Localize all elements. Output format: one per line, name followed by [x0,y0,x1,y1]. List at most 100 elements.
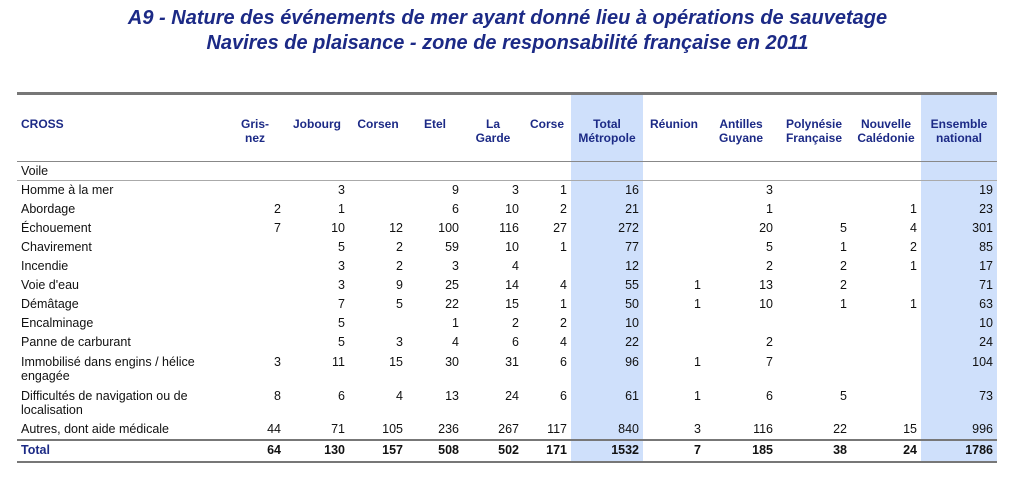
table-cell: 10 [505,239,519,254]
column-header-line1: Ensemble [930,117,988,131]
table-cell [643,180,705,200]
table-cell: 4 [560,334,567,349]
table-cell: 3 [274,354,281,369]
row-label: Homme à la mer [21,182,114,197]
table-cell: 1 [910,296,917,311]
table-row: Homme à la mer 3 9 3 1 16 3 19 [17,180,997,200]
column-header-line1: Polynésie [785,117,843,131]
table-cell: 63 [921,294,997,314]
row-label: Immobilisé dans engins / hélice engagée [21,354,195,383]
table-cell: 2 [396,258,403,273]
table-cell [643,219,705,238]
column-header-line2: national [935,131,982,145]
table-row: Encalminage 5 1 2 2 10 10 [17,313,997,333]
table-cell: 2 [840,258,847,273]
table-cell: 64 [225,438,285,463]
table-cell: 116 [499,220,519,235]
row-label: Voie d'eau [21,277,79,292]
table-cell: 13 [759,277,773,292]
table-cell: 1 [910,201,917,216]
column-header: Polynésie Française [777,95,851,161]
table-cell: 15 [389,354,403,369]
table-cell: 30 [445,354,459,369]
table-cell [225,295,285,314]
table-cell [777,314,851,333]
table-cell [643,314,705,333]
table-cell [777,333,851,352]
table-cell: 3 [512,182,519,197]
column-header: Ensemble national [921,95,997,161]
table-cell: 1 [560,239,567,254]
table-cell: 8 [274,388,281,403]
table-cell: 24 [505,388,519,403]
table-cell: 6 [560,354,567,369]
table-cell: 4 [452,334,459,349]
table-cell [851,386,921,420]
table-cell: 3 [452,258,459,273]
table-cell: 22 [833,421,847,436]
table-cell: 2 [560,315,567,330]
column-header-line1: CROSS [21,117,64,131]
total-row: Total 64 130 157 508 502 171 1532 7 185 38 24 1786 [17,438,997,463]
table-cell: 2 [910,239,917,254]
column-header: La Garde [463,95,523,161]
row-label: Chavirement [21,239,92,254]
table-row: Incendie 3 2 3 4 12 2 2 1 17 [17,256,997,276]
table-cell: 22 [445,296,459,311]
table-cell: 1786 [921,438,997,463]
table-cell: 19 [921,180,997,200]
table-cell: 2 [396,239,403,254]
table-cell [643,257,705,276]
table-cell: 117 [547,421,567,436]
table-cell: 25 [445,277,459,292]
table-cell: 4 [396,388,403,403]
table-cell: 7 [338,296,345,311]
table-cell [851,352,921,386]
table-cell: 2 [766,258,773,273]
table-cell [463,161,523,181]
table-cell: 5 [840,388,847,403]
table-cell [349,161,407,181]
table-cell: 10 [921,313,997,333]
table-cell: 55 [571,275,643,295]
section-label: Voile [17,161,225,181]
table-cell: 12 [571,256,643,276]
table-cell: 6 [338,388,345,403]
table-cell [643,238,705,257]
document-subtitle: Navires de plaisance - zone de responsab… [206,32,809,54]
table-cell: 1 [840,296,847,311]
table-cell: 157 [349,438,407,463]
table-cell: 85 [921,237,997,257]
table-cell [225,257,285,276]
table-cell [349,200,407,219]
table-cell: 27 [553,220,567,235]
table-cell [571,161,643,181]
table-body: Voile Homme à la mer 3 9 3 1 16 3 19 Abordage 2 1 6 1… [17,161,997,463]
table-cell: 1 [560,182,567,197]
table-cell: 44 [267,421,281,436]
table-cell: 10 [759,296,773,311]
table-row: Immobilisé dans engins / hélice engagée 3… [17,351,997,386]
table-cell: 2 [840,277,847,292]
table-cell: 17 [921,256,997,276]
table-row: Démâtage 7 5 22 15 1 50 1 10 1 1 63 [17,294,997,314]
table-cell: 10 [571,313,643,333]
table-cell [777,352,851,386]
column-header: Réunion [643,95,705,161]
table-cell: 508 [407,438,463,463]
row-label: Autres, dont aide médicale [21,421,170,436]
row-label: Démâtage [21,296,79,311]
table-cell: 23 [921,199,997,219]
table-cell [851,333,921,352]
table-cell: 1 [910,258,917,273]
table-cell: 77 [571,237,643,257]
table-cell: 16 [571,180,643,200]
table-cell: 1 [560,296,567,311]
table-cell [643,161,705,181]
column-header-line2: Guyane [718,131,763,145]
column-header: CROSS [17,95,225,161]
table-cell: 3 [396,334,403,349]
row-label: Total [17,438,225,463]
table-cell: 96 [571,351,643,386]
column-header: Corsen [349,95,407,161]
